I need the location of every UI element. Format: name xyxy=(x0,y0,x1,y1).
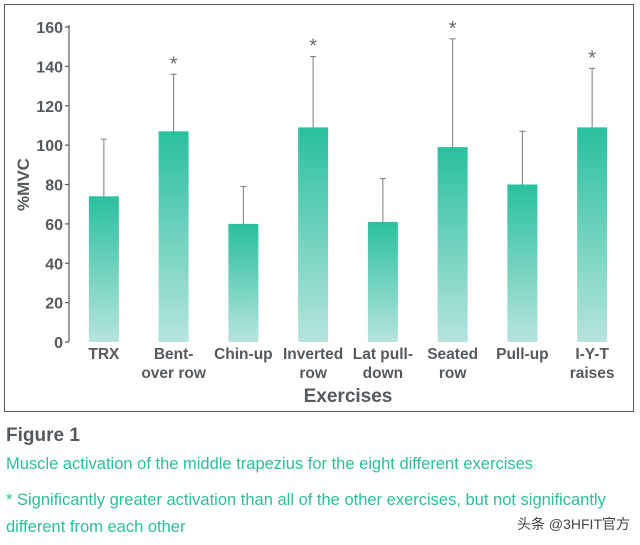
x-tick-label: TRX xyxy=(88,346,120,363)
x-tick-label: Pull-up xyxy=(496,346,549,363)
y-tick-label: 160 xyxy=(36,20,63,37)
significance-marker: * xyxy=(588,47,596,69)
bar xyxy=(298,127,329,342)
bar xyxy=(577,127,608,342)
x-tick-label-line: Inverted xyxy=(283,346,343,363)
y-tick-label: 100 xyxy=(36,138,63,155)
x-tick-label-line: over row xyxy=(141,365,207,382)
figure-note: * Significantly greater activation than … xyxy=(6,491,606,536)
x-tick-label-line: I-Y-T xyxy=(575,346,609,363)
bar xyxy=(158,131,189,342)
y-tick-label: 80 xyxy=(45,178,63,195)
y-tick-label: 40 xyxy=(45,256,63,273)
x-tick-label-line: row xyxy=(299,365,328,382)
x-tick-label: Chin-up xyxy=(214,346,273,363)
y-tick-label: 0 xyxy=(54,335,63,352)
bar xyxy=(437,147,468,342)
x-tick-label-line: Seated xyxy=(427,346,478,363)
x-tick-label-line: Pull-up xyxy=(496,346,549,363)
y-tick-label: 140 xyxy=(36,59,63,76)
chart-frame: 0 20 40 60 80 100 120 140 160 %MVC TRX * Bent-over r… xyxy=(4,4,634,412)
bar xyxy=(507,184,538,342)
x-tick-label-line: raises xyxy=(570,365,615,382)
bar xyxy=(367,221,398,342)
x-tick-label-line: Bent- xyxy=(154,346,194,363)
figure-description: Muscle activation of the middle trapeziu… xyxy=(6,455,534,473)
x-axis-title: Exercises xyxy=(304,386,393,407)
x-tick-label-line: row xyxy=(439,365,468,382)
x-tick-label-line: TRX xyxy=(88,346,120,363)
x-tick-label-line: Chin-up xyxy=(214,346,273,363)
bar-chart: 0 20 40 60 80 100 120 140 160 %MVC TRX * Bent-over r… xyxy=(14,18,615,407)
x-tick-label: Lat pull-down xyxy=(353,346,413,382)
x-tick-label: Seated row xyxy=(427,346,478,382)
x-tick-label: Bent-over row xyxy=(141,346,207,382)
significance-marker: * xyxy=(449,18,457,40)
y-tick-label: 120 xyxy=(36,99,63,116)
watermark: 头条 @3HFIT官方 xyxy=(517,516,630,532)
x-tick-label: I-Y-T raises xyxy=(570,346,615,382)
bar xyxy=(88,196,119,342)
bar xyxy=(228,223,259,342)
x-tick-label: Inverted row xyxy=(283,346,343,382)
y-tick-label: 20 xyxy=(45,296,63,313)
y-axis-title: %MVC xyxy=(14,158,33,211)
significance-marker: * xyxy=(170,53,178,75)
x-tick-label-line: Lat pull- xyxy=(353,346,413,363)
significance-marker: * xyxy=(309,36,317,58)
x-tick-label-line: down xyxy=(363,365,403,382)
figure-label: Figure 1 xyxy=(6,425,80,446)
y-tick-label: 60 xyxy=(45,217,63,234)
